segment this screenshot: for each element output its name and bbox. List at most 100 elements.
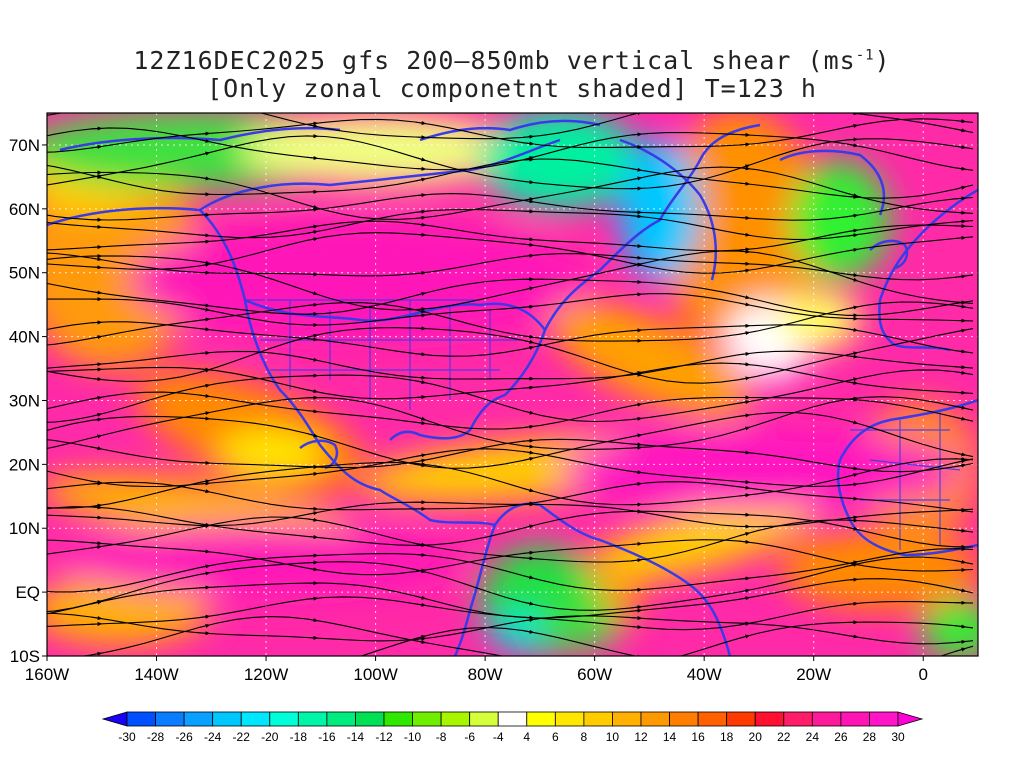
streamline-arrow (414, 222, 427, 227)
streamline-arrow (414, 568, 427, 574)
streamline-arrow (198, 585, 211, 590)
streamline-arrow (846, 466, 859, 471)
streamline (47, 301, 974, 346)
streamline (47, 548, 974, 593)
streamline-arrow (738, 588, 751, 593)
streamline-arrow (198, 151, 211, 156)
streamline-arrow (954, 390, 967, 395)
colorbar-label: 4 (523, 730, 530, 744)
streamline-arrow (738, 485, 751, 490)
streamline-arrow (198, 614, 211, 619)
streamline-arrow (414, 395, 427, 400)
streamline-arrow (739, 100, 748, 101)
streamline-arrow (630, 371, 643, 375)
streamline-arrow (630, 402, 643, 407)
streamline (47, 556, 974, 613)
chart-title-line2: [Only zonal componetnt shaded] T=123 h (207, 74, 817, 103)
wind-streamlines (47, 100, 974, 662)
colorbar-label: -10 (404, 730, 422, 744)
streamline-arrow (90, 545, 103, 549)
streamline-arrow (90, 174, 103, 179)
streamline-arrow (954, 300, 967, 305)
streamline-arrow (738, 142, 751, 147)
streamline-arrow (306, 123, 319, 128)
streamline (47, 438, 974, 473)
colorbar-swatch (811, 711, 842, 727)
lat-tick-label: 40N (9, 328, 40, 347)
graticule (47, 113, 978, 656)
streamline-arrow (306, 471, 319, 476)
streamline-arrow (198, 367, 211, 372)
streamline-arrow (90, 505, 103, 510)
streamline-arrow (954, 145, 967, 150)
streamline-arrow (198, 383, 211, 388)
streamline-arrow (414, 270, 427, 275)
lat-tick-label: 30N (9, 391, 40, 410)
streamline-arrow (954, 166, 967, 171)
colorbar-label: -6 (464, 730, 475, 744)
streamline-arrow (630, 244, 643, 249)
streamline-arrow (90, 265, 103, 270)
streamline-arrow (522, 617, 535, 622)
lat-tick-label: 60N (9, 200, 40, 219)
streamline-arrow (91, 106, 100, 108)
streamline-arrow (522, 134, 535, 139)
colorbar-label: 12 (634, 730, 648, 744)
colorbar: -30 -28 -26 -24 -22 -20 -18 -16 -14 -12 -10 -8 -6 -4 4… (101, 711, 924, 744)
streamline (47, 208, 974, 240)
streamline (47, 321, 974, 357)
colorbar-label: -30 (118, 730, 136, 744)
colorbar-swatch (469, 711, 499, 727)
colorbar-swatch (869, 711, 899, 727)
streamline (47, 158, 974, 199)
streamline-arrow (198, 623, 211, 629)
streamline-arrow (954, 416, 967, 421)
streamline-arrow (306, 204, 319, 209)
streamline-arrow (738, 400, 751, 405)
streamline-arrow (414, 352, 427, 357)
streamline-arrow (846, 515, 859, 520)
streamline-arrow (522, 237, 535, 242)
colorbar-swatch (783, 711, 813, 727)
map-plot-area (47, 100, 978, 662)
streamline-arrow (198, 571, 211, 576)
streamline-arrow (846, 228, 859, 233)
streamline-arrow (630, 176, 643, 181)
streamline (47, 612, 974, 645)
coastlines (47, 119, 978, 656)
streamline-arrow (198, 303, 211, 308)
streamline (47, 391, 974, 430)
streamline-arrow (414, 121, 427, 125)
streamline (47, 135, 974, 190)
streamline-arrow (738, 539, 751, 544)
streamline-arrow (414, 215, 427, 220)
streamline-arrow (846, 351, 859, 356)
shear-shading (47, 113, 978, 656)
colorbar-label: -16 (318, 730, 336, 744)
streamline (47, 250, 974, 311)
streamline-arrow (90, 651, 103, 656)
streamline-arrow (523, 660, 532, 662)
streamline-arrow (630, 214, 643, 219)
political-borders (245, 299, 961, 550)
streamline-arrow (954, 219, 967, 224)
streamline-arrow (414, 462, 427, 467)
streamline-arrow (954, 128, 967, 133)
streamline-arrow (846, 473, 859, 478)
streamline-arrow (846, 192, 859, 198)
streamline-arrow (954, 507, 967, 512)
colorbar-swatch (440, 711, 471, 727)
lat-tick-label: 10S (10, 647, 40, 666)
streamline-arrow (846, 143, 859, 148)
colorbar-label: -28 (147, 730, 165, 744)
streamline (47, 369, 974, 423)
colorbar-label: -24 (204, 730, 222, 744)
lon-tick-label: 100W (353, 665, 397, 684)
streamline-arrow (90, 446, 103, 451)
colorbar-label: -4 (493, 730, 504, 744)
colorbar-label: 20 (749, 730, 763, 744)
streamline (47, 166, 974, 220)
streamline-arrow (522, 456, 535, 461)
streamline-arrow (522, 385, 535, 390)
streamline-arrow (630, 167, 643, 172)
